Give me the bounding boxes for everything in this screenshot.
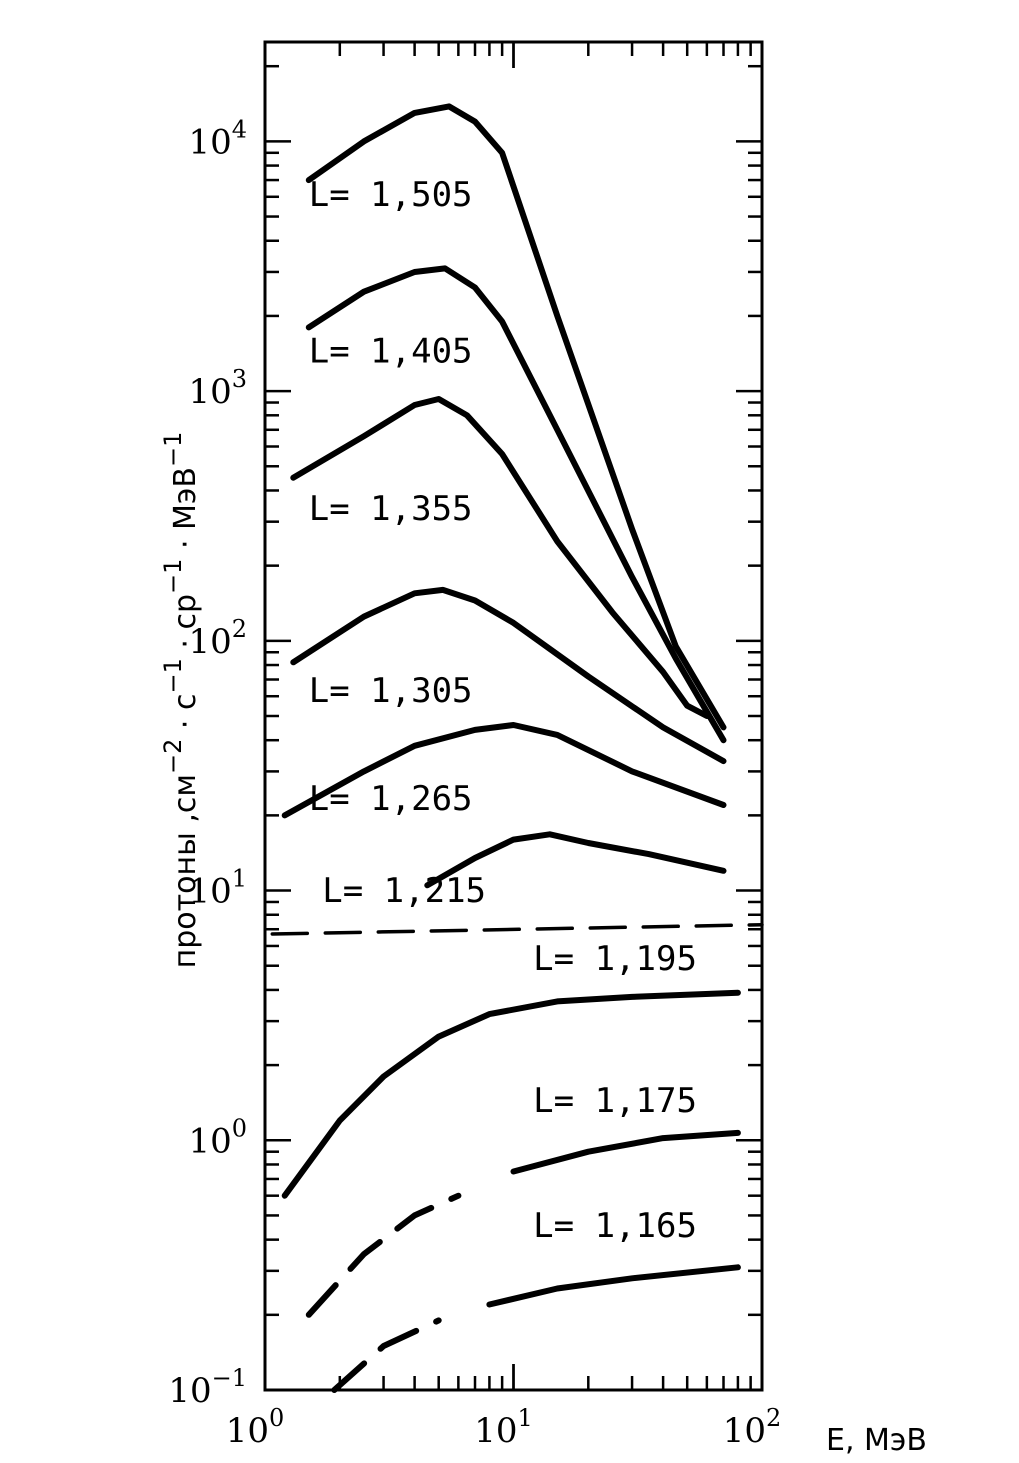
series-line-dashed [305, 1192, 462, 1318]
series-line [281, 989, 741, 1199]
series-label: L= 1,405 [309, 332, 473, 372]
series-labels: L= 1,505 L= 1,405 L= 1,355 L= 1,305 L= 1,265… [309, 175, 697, 1246]
series-label: L= 1,505 [309, 175, 473, 215]
series-label: L= 1,215 [322, 871, 486, 911]
series-line [305, 265, 727, 744]
axis-ticks [263, 42, 764, 1392]
series-line [424, 831, 727, 889]
x-tick-label: 102 [723, 1404, 782, 1451]
y-axis-title: протоны ,см−2 · с−1 · ср−1 · МэВ−1 [159, 432, 203, 969]
series-line [290, 586, 727, 765]
svg-text:протоны ,см−2 · с−1 · ср−1 · М: протоны ,см−2 · с−1 · ср−1 · МэВ−1 [159, 432, 203, 969]
series-label: L= 1,175 [533, 1081, 697, 1121]
series-line [510, 1129, 741, 1175]
series-line [486, 1264, 741, 1308]
x-axis-title: E, МэВ [826, 1423, 927, 1458]
series-line-dashed [331, 1317, 442, 1393]
series-label: L= 1,305 [309, 671, 473, 711]
series-label: L= 1,355 [309, 489, 473, 529]
y-tick-label: 100 [188, 1114, 247, 1161]
series-line [305, 103, 727, 731]
series-label: L= 1,165 [533, 1206, 697, 1246]
y-tick-label: 101 [188, 865, 247, 912]
series-line [270, 922, 764, 936]
y-tick-label: 104 [188, 115, 247, 162]
series-label: L= 1,265 [309, 779, 473, 819]
plot-border [263, 40, 764, 1392]
series-label: L= 1,195 [533, 939, 697, 979]
y-tick-label: 103 [188, 365, 247, 412]
y-tick-label: 10−1 [168, 1364, 247, 1411]
series-line [281, 722, 727, 819]
plot-frame [263, 40, 764, 1392]
x-tick-label: 100 [226, 1404, 285, 1451]
y-tick-label: 102 [188, 615, 247, 662]
x-tick-label: 101 [474, 1404, 533, 1451]
series-line [290, 396, 710, 719]
series-lines [270, 103, 764, 1393]
